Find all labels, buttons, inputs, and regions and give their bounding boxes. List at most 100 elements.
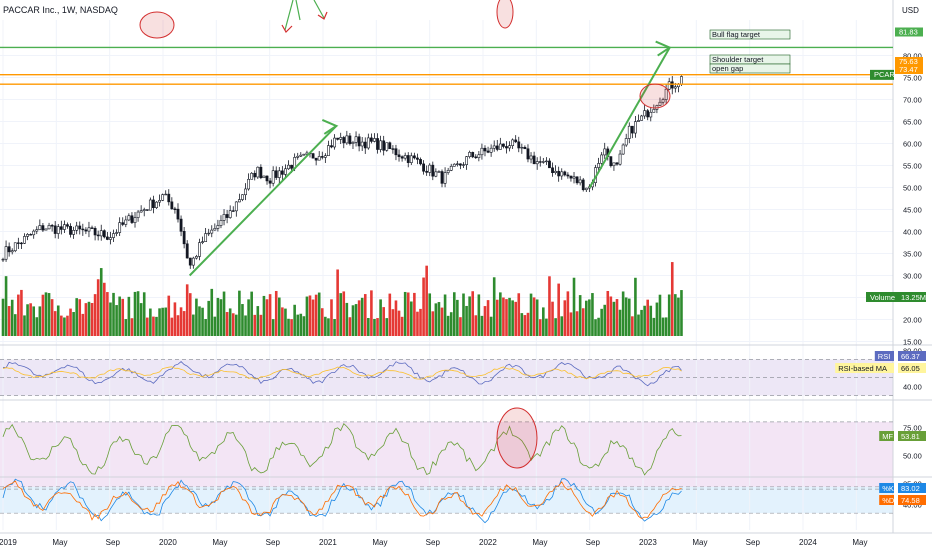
volume-bar — [640, 309, 643, 336]
volume-bar — [99, 268, 103, 336]
volume-bar — [142, 292, 146, 336]
volume-bar — [434, 303, 438, 336]
candle-body — [449, 165, 453, 171]
volume-bar — [437, 302, 441, 336]
volume-bar — [327, 318, 330, 336]
candle-body — [50, 225, 54, 227]
volume-bar — [161, 307, 164, 336]
volume-bar — [391, 309, 395, 336]
volume-bar — [363, 294, 367, 336]
candle-body — [277, 170, 281, 178]
price-label-bg — [895, 57, 923, 66]
time-tick: 2021 — [319, 538, 337, 547]
candle-body — [210, 229, 214, 234]
volume-bar — [78, 299, 82, 336]
candle-body — [428, 164, 432, 173]
osc-tag-name: RSI-based MA — [838, 364, 887, 373]
volume-bar — [505, 299, 508, 336]
volume-bar — [428, 293, 432, 336]
volume-bar — [600, 308, 603, 336]
candle-body — [241, 194, 244, 200]
candle-body — [369, 137, 373, 142]
volume-bar — [419, 308, 422, 336]
candle-body — [388, 142, 392, 149]
volume-bar — [606, 290, 610, 336]
time-tick: Sep — [106, 538, 121, 547]
volume-bar — [29, 303, 32, 336]
candle-body — [575, 176, 579, 184]
volume-bar — [677, 297, 680, 336]
price-label: 75.63 — [899, 57, 918, 66]
volume-bar — [566, 291, 570, 336]
volume-bar — [41, 294, 45, 336]
volume-bar — [542, 307, 545, 336]
volume-bar — [658, 294, 662, 336]
candle-body — [26, 234, 29, 237]
chart-title: PACCAR Inc., 1W, NASDAQ — [3, 5, 118, 15]
candle-body — [462, 164, 465, 166]
mfi-band — [0, 421, 893, 490]
osc-tag-bg — [879, 483, 894, 493]
candle-body — [597, 163, 600, 168]
volume-bar — [575, 311, 579, 336]
candle-body — [416, 157, 419, 160]
candle-body — [551, 167, 554, 173]
volume-bar — [164, 307, 168, 336]
rsi-line — [2, 361, 682, 387]
volume-bar — [136, 291, 140, 336]
volume-bar — [268, 294, 272, 336]
candle-body — [23, 236, 26, 244]
candle-body — [35, 229, 39, 232]
volume-bar — [256, 306, 260, 336]
candle-body — [348, 135, 352, 144]
price-tick: 55.00 — [903, 162, 922, 171]
volume-bar — [563, 300, 567, 336]
volume-bar — [271, 319, 275, 336]
volume-bar — [23, 315, 26, 336]
price-tick: 50.00 — [903, 184, 922, 193]
trend-arrow-head — [321, 118, 339, 135]
volume-bar — [253, 314, 257, 336]
osc-tag-bg — [879, 495, 894, 505]
candle-body — [584, 187, 588, 191]
time-tick: Sep — [266, 538, 281, 547]
volume-bar — [425, 265, 428, 336]
candle-body — [434, 171, 438, 177]
volume-bar — [265, 299, 269, 336]
volume-bar — [130, 318, 134, 336]
candle-body — [630, 125, 634, 134]
price-tick: 65.00 — [903, 118, 922, 127]
candle-body — [548, 160, 551, 169]
volume-bar — [422, 277, 425, 336]
volume-bar — [222, 291, 226, 336]
volume-bar — [354, 304, 358, 336]
volume-bar — [400, 316, 404, 336]
volume-bar — [69, 308, 72, 336]
candle-body — [7, 246, 11, 253]
osc-tick: 40.00 — [903, 383, 922, 392]
rsi-ma-line — [2, 366, 682, 380]
price-label-bg — [895, 27, 923, 37]
candle-body — [207, 232, 211, 235]
osc-tick: 50.00 — [903, 452, 922, 461]
candle-body — [66, 224, 69, 227]
candle-body — [382, 140, 386, 151]
volume-bar — [373, 318, 376, 336]
volume-bar — [231, 313, 235, 336]
trend-arrow-head — [655, 40, 672, 57]
candle-body — [532, 155, 536, 165]
volume-bar — [342, 291, 346, 336]
osc-tick: 75.00 — [903, 424, 922, 433]
volume-bar — [188, 293, 192, 336]
osc-value-bg — [898, 483, 926, 493]
candle-body — [425, 170, 429, 173]
volume-bar — [124, 319, 128, 336]
volume-bar — [179, 307, 183, 336]
time-tick: 2024 — [799, 538, 817, 547]
candle-body — [637, 120, 640, 122]
candle-body — [112, 233, 115, 238]
volume-bar — [499, 292, 502, 336]
candle-body — [234, 201, 238, 212]
candle-body — [47, 225, 51, 230]
